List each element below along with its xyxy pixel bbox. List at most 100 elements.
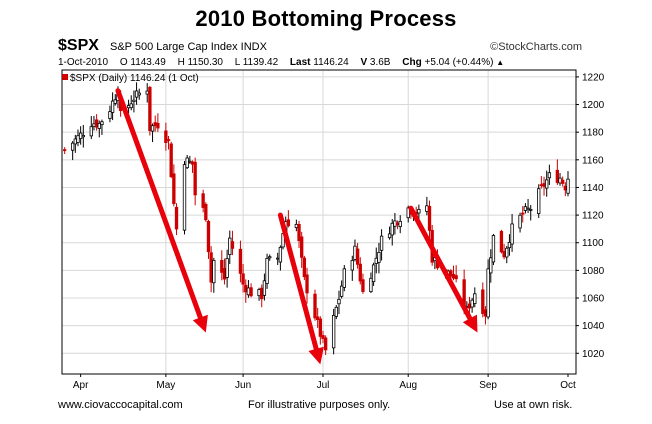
legend-text: $SPX (Daily) 1146.24 (1 Oct) [70, 73, 199, 84]
y-tick-label: 1040 [582, 321, 605, 332]
candle [92, 115, 96, 131]
trend-arrow [277, 212, 324, 365]
candle-body [169, 143, 173, 178]
y-tick-label: 1100 [582, 238, 604, 249]
candle [230, 230, 235, 256]
candle-body [427, 205, 432, 231]
candle [342, 265, 346, 292]
candle-body [150, 125, 155, 132]
candle [491, 233, 496, 266]
candle-body [108, 111, 112, 119]
candle [110, 92, 115, 121]
quote-open: O 1143.49 [119, 57, 166, 68]
quote-high: H 1150.30 [177, 57, 223, 68]
candle-body [454, 275, 458, 280]
candle-body [529, 209, 533, 211]
x-tick-label: May [156, 380, 175, 391]
candle-body [390, 222, 394, 236]
candle [166, 135, 171, 150]
candle [395, 220, 400, 230]
candle-body [193, 161, 197, 196]
candle [220, 250, 224, 281]
candle-body [555, 169, 560, 183]
y-tick-label: 1140 [582, 183, 604, 194]
candle [555, 159, 560, 185]
symbol-name: S&P 500 Large Cap Index INDX [110, 41, 267, 53]
candle-body [563, 185, 568, 191]
candle-body [70, 142, 75, 151]
candle-body [486, 268, 490, 318]
candle-body [260, 287, 264, 300]
candle-body [188, 160, 192, 163]
candle [374, 247, 378, 274]
candle-body [523, 206, 528, 211]
candle-body [201, 193, 205, 208]
y-tick-label: 1060 [582, 294, 605, 305]
quote-volume-label: V [360, 57, 368, 68]
y-tick-label: 1160 [582, 155, 604, 166]
candle [323, 335, 328, 356]
candle-body [172, 173, 176, 205]
candle [108, 105, 112, 123]
candle [244, 279, 248, 303]
candle-body [174, 206, 179, 230]
candle-body [502, 250, 506, 258]
candle [454, 265, 458, 283]
candle-body [473, 293, 477, 304]
quote-line: 1-Oct-2010 O 1143.49 H 1150.30 L 1139.42… [58, 57, 582, 70]
trend-arrows [115, 88, 478, 365]
candle-body [499, 230, 504, 253]
candle [297, 220, 301, 249]
candle [286, 210, 291, 228]
candle [172, 164, 176, 207]
candle [97, 120, 101, 138]
candle [169, 141, 173, 179]
candle [483, 306, 488, 325]
symbol-ticker: $SPX [58, 37, 99, 54]
candle-body [276, 257, 280, 260]
candle-body [244, 284, 248, 293]
y-tick-label: 1020 [582, 349, 605, 360]
trend-arrow-head [462, 314, 478, 333]
candle [268, 254, 272, 261]
candle-body [467, 303, 472, 309]
candle [260, 284, 264, 308]
footer-website: www.ciovaccocapital.com [58, 399, 183, 411]
trend-arrow-head [192, 314, 208, 333]
candle [398, 215, 402, 234]
candle-body [561, 179, 565, 184]
candle-body [350, 260, 354, 271]
candle [145, 83, 149, 103]
candle-body [334, 306, 338, 317]
candle-body [302, 257, 307, 278]
candle [134, 82, 139, 105]
candle-body [238, 248, 243, 274]
candle-body [278, 246, 283, 263]
candle [302, 255, 307, 281]
footer-risk: Use at own risk. [494, 399, 573, 411]
candle-body [558, 177, 562, 184]
candle-body [537, 188, 541, 214]
candle-body [126, 105, 131, 109]
candle [539, 175, 544, 189]
candle-body [153, 122, 157, 127]
candle-body [62, 149, 67, 152]
quote-volume-value: 3.6B [369, 57, 391, 68]
candle [316, 307, 320, 328]
trend-arrow [408, 205, 478, 333]
candle [148, 85, 152, 136]
candle [318, 316, 322, 345]
candle [358, 257, 362, 285]
candle-body [212, 259, 216, 284]
candle-body [481, 289, 485, 314]
candle [547, 164, 552, 185]
candle [204, 202, 208, 222]
candle [507, 234, 512, 256]
candle [371, 262, 376, 286]
candle-body [228, 237, 232, 255]
candle [153, 115, 157, 132]
chart-legend: $SPX (Daily) 1146.24 (1 Oct) [62, 73, 199, 84]
candle [486, 259, 490, 320]
candle-body [337, 298, 341, 305]
